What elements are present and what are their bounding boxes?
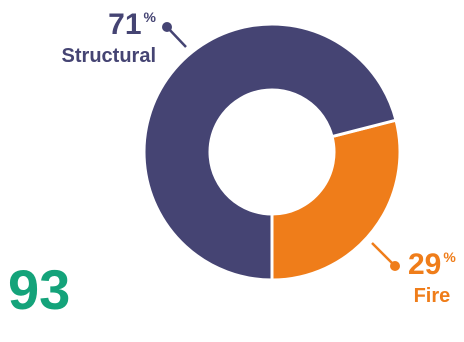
fire-percent: 29% xyxy=(408,250,456,280)
slice-structural xyxy=(142,22,398,282)
fire-name: Fire xyxy=(413,285,451,307)
slice-fire xyxy=(270,118,402,282)
fire-label: 29% Fire xyxy=(408,250,456,307)
fire-leader-line xyxy=(371,242,396,267)
structural-unit: % xyxy=(143,9,156,25)
fire-value: 29 xyxy=(408,248,442,281)
structural-value: 71 xyxy=(108,8,142,41)
structural-name: Structural xyxy=(61,45,156,67)
fire-leader-dot xyxy=(390,261,400,271)
structural-label: 71% Structural xyxy=(34,10,156,67)
fire-unit: % xyxy=(443,249,456,265)
structural-percent: 71% xyxy=(34,10,156,40)
structural-leader-dot xyxy=(162,22,172,32)
total-count: 93 xyxy=(8,258,71,321)
